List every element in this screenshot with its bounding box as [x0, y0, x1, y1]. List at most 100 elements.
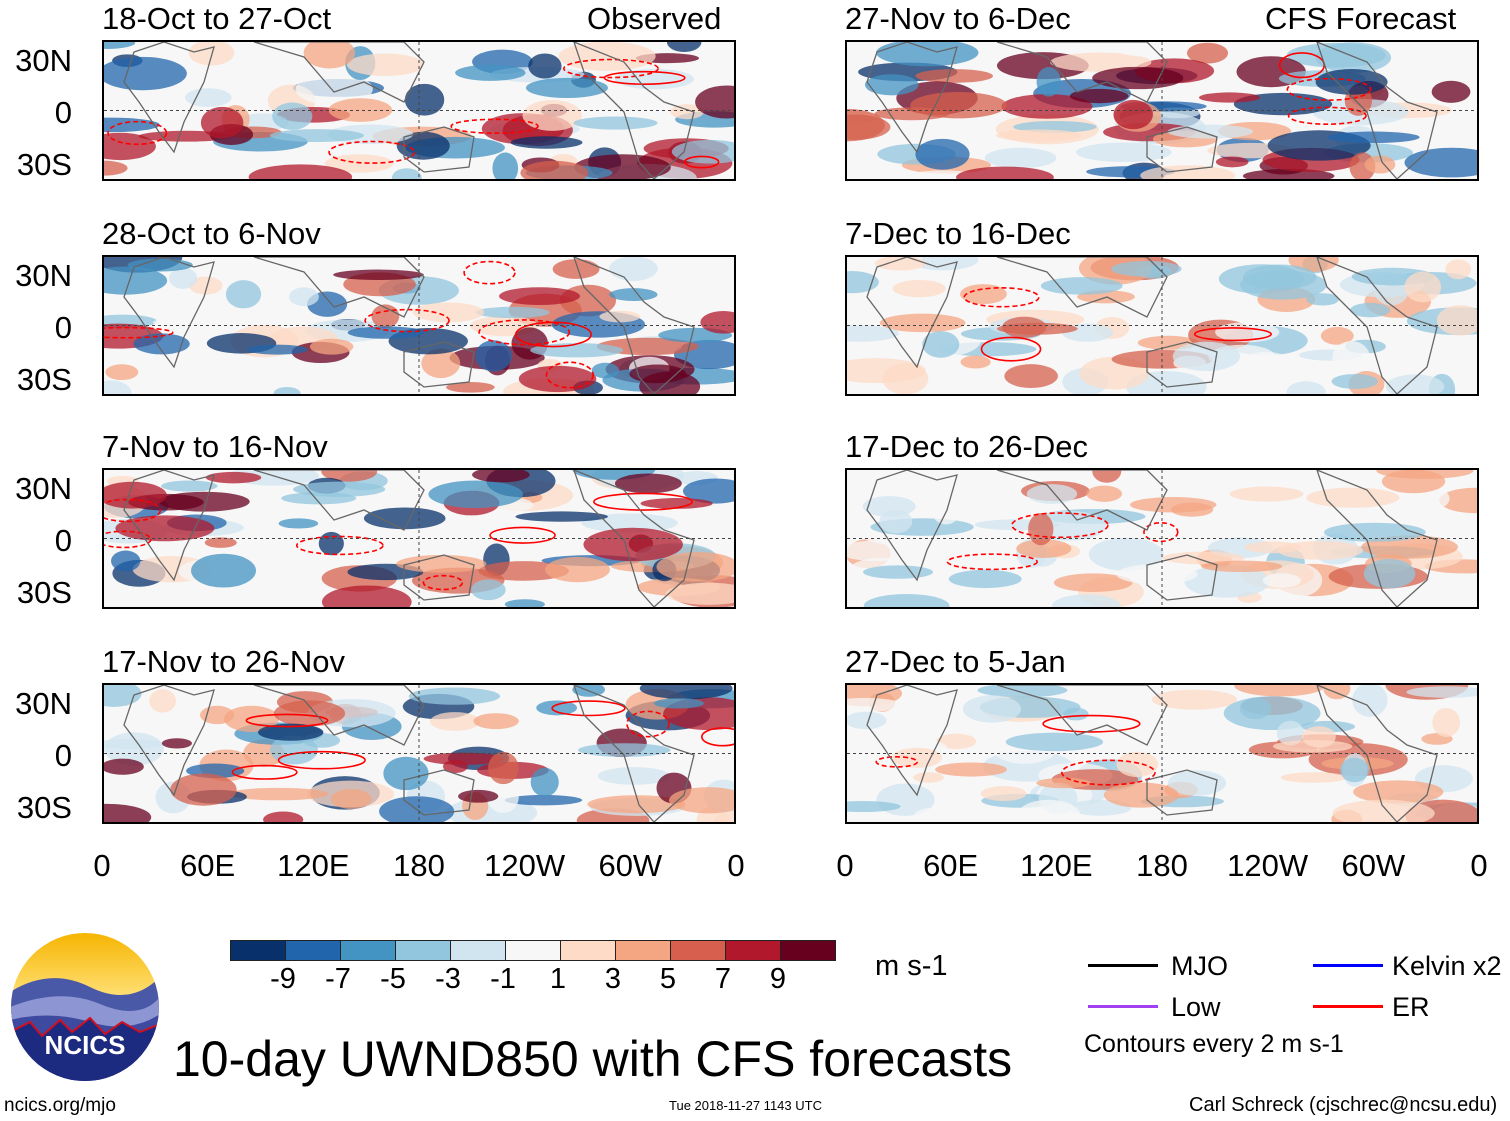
wind-anomaly-blob [879, 313, 966, 333]
observed-label: Observed [587, 1, 722, 36]
wind-anomaly-blob [847, 325, 899, 342]
colorbar-swatch [285, 940, 341, 961]
er-contour [107, 120, 168, 146]
wind-anomaly-blob [1052, 594, 1121, 607]
wind-anomaly-blob [1315, 69, 1388, 95]
wind-anomaly-blob [1266, 314, 1296, 326]
wind-anomaly-blob [1431, 80, 1471, 103]
wind-anomaly-blob [666, 42, 702, 52]
er-contour [295, 535, 384, 556]
wind-anomaly-blob [404, 83, 445, 116]
wind-anomaly-blob [530, 767, 559, 797]
coastline-africa [123, 470, 215, 582]
wind-anomaly-blob [935, 733, 977, 750]
wind-anomaly-blob [956, 166, 1054, 179]
wind-anomaly-blob [1004, 364, 1058, 389]
wind-anomaly-blob [423, 752, 505, 765]
er-contour [1061, 759, 1156, 786]
wind-anomaly-blob [104, 42, 136, 49]
er-contour [980, 336, 1042, 362]
wind-anomaly-blob [471, 579, 506, 601]
wind-anomaly-blob [104, 685, 142, 707]
wind-anomaly-blob [1239, 351, 1292, 376]
er-contour [683, 155, 720, 169]
source-link[interactable]: ncics.org/mjo [4, 1095, 116, 1116]
wind-anomaly-blob [273, 387, 301, 394]
wind-anomaly-blob [391, 168, 422, 179]
wind-anomaly-blob [558, 42, 656, 71]
wind-anomaly-blob [670, 104, 704, 120]
wind-anomaly-blob [161, 738, 192, 749]
wind-anomaly-blob [105, 364, 139, 381]
coastline-australia [1146, 341, 1218, 388]
panel-title: 27-Nov to 6-Dec [845, 1, 1071, 36]
wind-anomaly-blob [1001, 94, 1093, 119]
panel-title: 27-Dec to 5-Jan [845, 644, 1066, 679]
legend-low-label: Low [1171, 992, 1221, 1022]
timestamp: Tue 2018-11-27 1143 UTC [669, 1098, 822, 1113]
lon-label: 180 [393, 848, 445, 883]
wind-anomaly-blob [1286, 42, 1386, 68]
colorbar-tick-label: 3 [604, 963, 622, 995]
wind-anomaly-blob [518, 365, 597, 393]
wind-anomaly-blob [421, 348, 461, 379]
wind-anomaly-blob [1119, 470, 1207, 478]
coastline-australia [1146, 126, 1218, 173]
wind-anomaly-blob [169, 267, 198, 289]
lon-label: 0 [1470, 848, 1488, 883]
er-contour [514, 321, 592, 348]
wind-anomaly-blob [1349, 302, 1391, 318]
er-contour [364, 308, 450, 333]
er-contour [603, 70, 686, 85]
er-contour [562, 58, 659, 79]
wind-anomaly-blob [430, 712, 480, 731]
wind-anomaly-blob [1111, 261, 1182, 277]
er-contour [450, 118, 539, 134]
wind-anomaly-blob [847, 358, 926, 384]
wind-anomaly-blob [1272, 740, 1353, 753]
wind-anomaly-blob [273, 700, 346, 727]
map-panel-forecast-1 [845, 40, 1479, 181]
wind-anomaly-blob [1050, 52, 1152, 72]
coastline-australia [1146, 769, 1218, 816]
er-contour [1287, 106, 1367, 126]
legend-kelvin-label: Kelvin x2 [1392, 951, 1502, 981]
lon-label: 120W [1227, 848, 1309, 883]
wind-anomaly-blob [907, 257, 979, 271]
colorbar-swatch [780, 940, 836, 961]
wind-anomaly-blob [847, 697, 903, 712]
wind-anomaly-blob [104, 160, 128, 176]
wind-anomaly-blob [504, 794, 583, 806]
wind-anomaly-blob [922, 331, 960, 358]
wind-anomaly-blob [1140, 165, 1236, 179]
coastline-asia [253, 42, 425, 103]
wind-anomaly-blob [1092, 66, 1184, 90]
wind-anomaly-blob [522, 99, 582, 131]
wind-anomaly-blob [864, 74, 919, 96]
wind-anomaly-blob [1340, 757, 1369, 783]
lon-label: 0 [727, 848, 745, 883]
lat-label: 0 [54, 523, 72, 558]
wind-anomaly-blob [1242, 264, 1317, 290]
coastline-americas [1316, 685, 1438, 822]
wind-anomaly-blob [1005, 732, 1104, 752]
wind-anomaly-blob [1113, 99, 1153, 130]
wind-anomaly-blob [1276, 720, 1305, 746]
lat-label: 30S [16, 575, 72, 610]
lon-label: 120W [484, 848, 566, 883]
er-contour [626, 710, 670, 738]
wind-anomaly-blob [200, 106, 244, 139]
wind-anomaly-blob [980, 786, 1027, 802]
wind-anomaly-blob [960, 284, 1007, 305]
wind-anomaly-blob [1381, 470, 1446, 494]
wind-anomaly-blob [1016, 539, 1072, 558]
wind-anomaly-blob [587, 795, 686, 814]
lat-label: 30S [16, 147, 72, 182]
wind-anomaly-blob [1075, 142, 1172, 163]
wind-anomaly-blob [1327, 131, 1420, 144]
wind-anomaly-blob [614, 473, 682, 494]
wind-anomaly-blob [346, 53, 424, 77]
wind-anomaly-blob [1277, 540, 1363, 560]
ncics-logo: NCICS [10, 932, 160, 1082]
figure-title: 10-day UWND850 with CFS forecasts [173, 1031, 1013, 1087]
